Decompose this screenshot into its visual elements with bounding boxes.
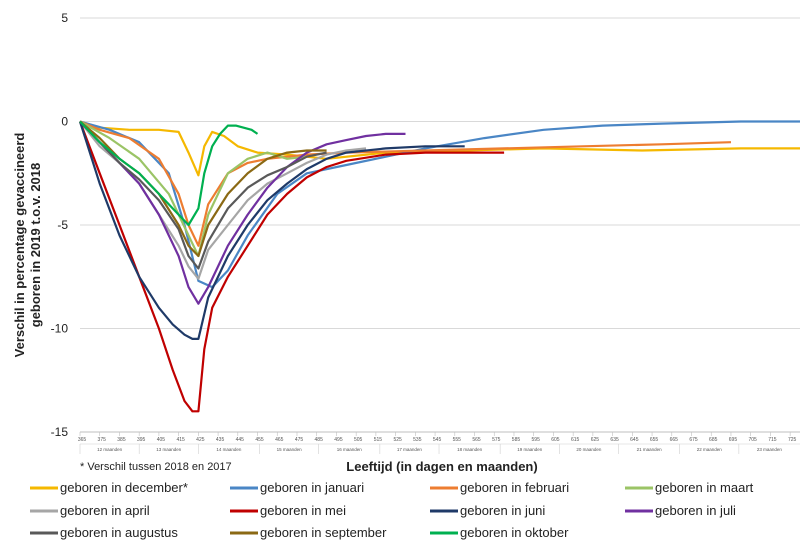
x-tick-label: 505 <box>354 437 363 443</box>
x-tick-label: 495 <box>334 437 343 443</box>
month-label: 18 maanden <box>457 447 483 452</box>
legend-label: geboren in mei <box>260 503 346 518</box>
x-tick-label: 415 <box>176 437 185 443</box>
legend-label: geboren in januari <box>260 480 364 495</box>
series-line <box>79 120 327 270</box>
x-tick-label: 625 <box>591 437 600 443</box>
x-tick-label: 685 <box>709 437 718 443</box>
legend-label: geboren in juli <box>655 503 736 518</box>
x-tick-label: 465 <box>275 437 284 443</box>
x-tick-label: 655 <box>650 437 659 443</box>
y-tick-label: -10 <box>51 322 69 336</box>
month-label: 17 maanden <box>397 447 423 452</box>
x-tick-label: 375 <box>98 437 107 443</box>
series-line <box>78 121 505 413</box>
x-tick-label: 525 <box>393 437 402 443</box>
month-label: 20 maanden <box>576 447 602 452</box>
x-tick-label: 365 <box>78 437 87 443</box>
month-label: 12 maanden <box>97 447 123 452</box>
month-label: 16 maanden <box>337 447 363 452</box>
series-line <box>78 121 465 340</box>
series-line <box>79 120 406 305</box>
series-line <box>79 120 732 247</box>
month-label: 13 maanden <box>156 447 182 452</box>
series-line <box>79 120 800 177</box>
y-axis-ticks: 5 0 -5 -10 -15 <box>51 11 69 439</box>
y-axis-title-line1: Verschil in percentage gevaccineerd <box>12 133 27 358</box>
x-tick-label: 565 <box>472 437 481 443</box>
series-lines <box>78 120 800 413</box>
x-axis: 365 375 385 395 405 415 425 435 445 455 465 475 485 4… <box>78 431 800 454</box>
x-tick-label: 535 <box>413 437 422 443</box>
x-tick-label: 435 <box>216 437 225 443</box>
month-label: 15 maanden <box>277 447 303 452</box>
x-tick-label: 665 <box>670 437 679 443</box>
y-axis-title-line2: geboren in 2019 t.o.v. 2018 <box>28 163 43 328</box>
x-tick-label: 455 <box>255 437 264 443</box>
x-tick-label: 695 <box>729 437 738 443</box>
legend: geboren in december* geboren in januari ge… <box>30 480 754 540</box>
x-tick-label: 485 <box>315 437 324 443</box>
legend-label: geboren in april <box>60 503 150 518</box>
x-tick-label: 645 <box>630 437 639 443</box>
y-tick-label: -5 <box>57 218 68 232</box>
x-tick-label: 425 <box>196 437 205 443</box>
y-axis-title: Verschil in percentage gevaccineerd gebo… <box>12 133 43 358</box>
x-tick-label: 575 <box>492 437 501 443</box>
month-label: 14 maanden <box>216 447 242 452</box>
x-tick-label: 705 <box>749 437 758 443</box>
x-tick-label: 615 <box>571 437 580 443</box>
footnote: * Verschil tussen 2018 en 2017 <box>80 461 232 473</box>
series-line <box>79 120 307 258</box>
legend-label: geboren in december* <box>60 480 188 495</box>
x-tick-label: 585 <box>512 437 521 443</box>
legend-label: geboren in februari <box>460 480 569 495</box>
legend-label: geboren in oktober <box>460 525 569 540</box>
y-tick-label: -15 <box>51 425 69 439</box>
month-label: 21 maanden <box>637 447 663 452</box>
legend-label: geboren in september <box>260 525 387 540</box>
x-tick-label: 445 <box>236 437 245 443</box>
month-label: 22 maanden <box>697 447 723 452</box>
x-tick-label: 635 <box>610 437 619 443</box>
x-tick-label: 385 <box>117 437 126 443</box>
month-label: 23 maanden <box>757 447 783 452</box>
x-tick-label: 595 <box>532 437 541 443</box>
x-tick-label: 555 <box>453 437 462 443</box>
x-tick-label: 605 <box>551 437 560 443</box>
month-label: 19 maanden <box>517 447 543 452</box>
x-tick-label: 405 <box>157 437 166 443</box>
x-tick-label: 395 <box>137 437 146 443</box>
y-tick-label: 5 <box>61 11 68 25</box>
x-axis-title: Leeftijd (in dagen en maanden) <box>346 459 537 474</box>
x-tick-label: 715 <box>768 437 777 443</box>
x-tick-label: 515 <box>374 437 383 443</box>
x-tick-label: 475 <box>295 437 304 443</box>
y-tick-label: 0 <box>61 115 68 129</box>
x-tick-label: 725 <box>788 437 797 443</box>
legend-label: geboren in juni <box>460 503 545 518</box>
x-tick-label: 545 <box>433 437 442 443</box>
legend-label: geboren in maart <box>655 480 754 495</box>
x-tick-label: 675 <box>689 437 698 443</box>
legend-label: geboren in augustus <box>60 525 178 540</box>
series-line <box>79 120 259 227</box>
